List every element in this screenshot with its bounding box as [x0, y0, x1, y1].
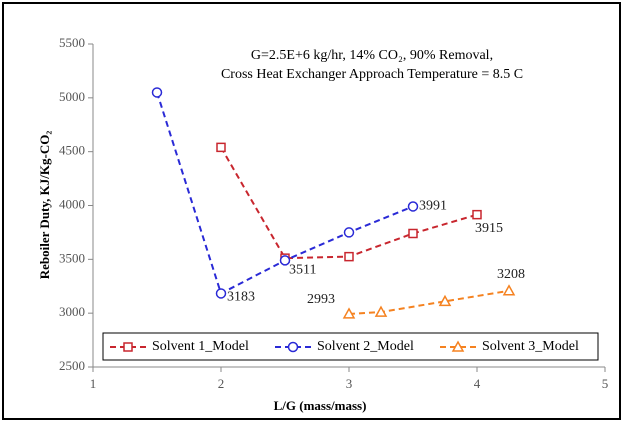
- x-tick-label: 1: [90, 376, 97, 391]
- marker: [342, 307, 356, 319]
- y-axis-label: Reboiler Duty, KJ/Kg-CO₂: [37, 131, 52, 280]
- marker: [216, 142, 226, 153]
- marker: [279, 255, 291, 266]
- marker: [451, 340, 465, 352]
- data-label: 3183: [227, 290, 255, 305]
- y-tick-label: 3500: [59, 250, 85, 265]
- marker: [407, 201, 419, 212]
- y-tick-label: 5000: [59, 89, 85, 104]
- legend-label: Solvent 1_Model: [152, 339, 249, 354]
- annotation: G=2.5E+6 kg/hr, 14% CO₂, 90% Removal,: [251, 48, 493, 63]
- y-tick-label: 3000: [59, 304, 85, 319]
- y-tick-label: 4500: [59, 143, 85, 158]
- legend: [102, 332, 599, 361]
- data-label: 3511: [289, 262, 316, 277]
- x-tick-label: 3: [346, 376, 353, 391]
- x-tick-label: 4: [474, 376, 481, 391]
- series-line: [348, 289, 510, 315]
- y-tick-label: 4000: [59, 196, 85, 211]
- data-label: 3915: [475, 221, 503, 236]
- marker: [215, 288, 227, 299]
- data-label: 3208: [497, 267, 525, 282]
- x-tick-label: 2: [218, 376, 225, 391]
- marker: [151, 87, 163, 98]
- x-axis-label: L/G (mass/mass): [274, 398, 367, 413]
- annotation: Cross Heat Exchanger Approach Temperatur…: [221, 67, 523, 82]
- marker: [287, 341, 299, 353]
- marker: [502, 284, 516, 296]
- marker: [343, 227, 355, 238]
- frame: [2, 2, 621, 420]
- x-tick-label: 5: [602, 376, 609, 391]
- data-label: 2993: [307, 292, 335, 307]
- legend-label: Solvent 2_Model: [317, 339, 414, 354]
- marker: [408, 228, 418, 239]
- y-tick-label: 5500: [59, 35, 85, 50]
- marker: [374, 305, 388, 317]
- marker: [438, 294, 452, 307]
- marker: [472, 209, 482, 220]
- marker: [344, 251, 354, 262]
- y-tick-label: 2500: [59, 358, 85, 373]
- marker: [123, 342, 133, 352]
- data-label: 3991: [419, 199, 447, 214]
- legend-label: Solvent 3_Model: [482, 339, 579, 354]
